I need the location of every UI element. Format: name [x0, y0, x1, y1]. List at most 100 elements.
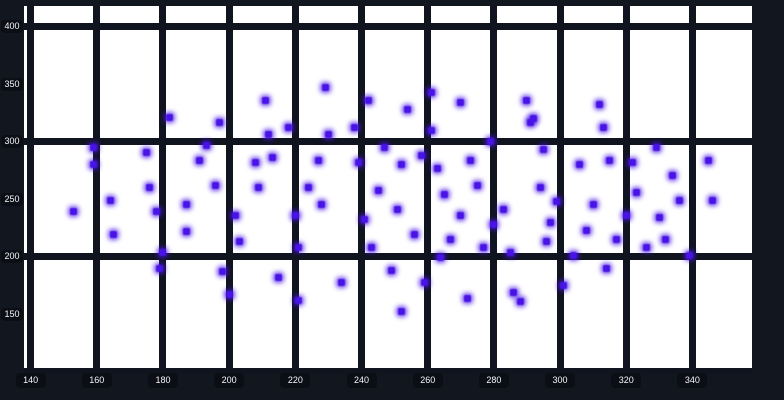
y-tick-label: 250: [1, 192, 23, 206]
scatter-point: [543, 238, 551, 246]
scatter-point: [553, 198, 561, 205]
scatter-point: [252, 158, 260, 166]
y-gridline: [24, 368, 752, 374]
scatter-point: [576, 161, 584, 169]
x-gridline: [622, 6, 630, 374]
y-tick-label: 350: [1, 77, 23, 91]
scatter-point: [546, 218, 554, 226]
scatter-point: [285, 124, 293, 132]
scatter-point: [364, 96, 372, 104]
scatter-point: [219, 268, 227, 276]
scatter-point: [669, 171, 677, 179]
scatter-point: [152, 208, 160, 216]
scatter-point: [596, 101, 604, 109]
scatter-point: [510, 288, 518, 296]
scatter-point: [622, 211, 630, 219]
scatter-point: [457, 211, 465, 219]
x-tick-label: 280: [478, 373, 509, 388]
scatter-point: [583, 226, 591, 234]
scatter-point: [490, 221, 498, 228]
scatter-point: [612, 235, 620, 243]
scatter-point: [569, 252, 577, 260]
scatter-point: [89, 161, 97, 169]
scatter-point: [473, 181, 481, 189]
scatter-point: [652, 143, 660, 151]
scatter-point: [530, 115, 538, 123]
scatter-point: [156, 264, 164, 272]
scatter-point: [655, 214, 663, 222]
scatter-point: [381, 143, 389, 151]
scatter-point: [89, 143, 97, 151]
x-tick-label: 340: [677, 373, 708, 388]
x-tick-label: 140: [15, 373, 46, 388]
scatter-point: [434, 164, 442, 172]
scatter-point: [315, 156, 322, 164]
scatter-point: [291, 211, 299, 219]
scatter-point: [70, 208, 78, 216]
x-gridline: [225, 6, 233, 374]
y-tick-label: 400: [1, 20, 23, 34]
scatter-point: [516, 298, 524, 306]
scatter-point: [397, 161, 405, 169]
scatter-point: [275, 273, 283, 281]
y-gridline: [24, 138, 752, 146]
scatter-point: [410, 231, 418, 239]
x-gridline: [424, 6, 432, 374]
scatter-point: [255, 184, 263, 192]
y-tick-label: 150: [1, 307, 23, 321]
scatter-point: [480, 244, 488, 251]
scatter-point: [467, 156, 475, 164]
scatter-point: [540, 146, 548, 154]
scatter-point: [662, 235, 670, 243]
scatter-point: [602, 264, 610, 272]
y-gridline: [24, 23, 752, 31]
scatter-point: [632, 188, 640, 196]
scatter-point: [526, 118, 534, 126]
scatter-point: [351, 124, 359, 132]
scatter-point: [394, 206, 402, 214]
y-tick-label: 200: [1, 250, 23, 264]
y-gridline: [24, 253, 752, 261]
scatter-point: [361, 216, 369, 224]
scatter-point: [447, 235, 455, 243]
scatter-point: [559, 281, 567, 289]
scatter-point: [506, 248, 514, 256]
scatter-point: [367, 244, 375, 251]
x-tick-label: 300: [545, 373, 576, 388]
scatter-point: [232, 211, 240, 219]
x-gridline: [490, 6, 498, 374]
scatter-point: [215, 118, 223, 126]
scatter-point: [109, 231, 117, 239]
scatter-point: [599, 124, 607, 132]
scatter-point: [705, 156, 713, 164]
scatter-point: [457, 99, 465, 107]
scatter-point: [427, 88, 435, 96]
scatter-point: [305, 184, 313, 192]
scatter-point: [437, 254, 445, 262]
scatter-point: [268, 154, 276, 162]
x-tick-label: 200: [214, 373, 245, 388]
scatter-point: [106, 196, 114, 204]
scatter-point: [606, 156, 614, 164]
scatter-point: [324, 131, 332, 139]
scatter-point: [420, 278, 428, 286]
x-tick-label: 260: [412, 373, 443, 388]
scatter-point: [225, 291, 233, 299]
scatter-point: [642, 244, 650, 251]
scatter-point: [589, 201, 597, 209]
x-gridline: [93, 6, 101, 374]
scatter-point: [387, 267, 395, 274]
x-gridline: [27, 6, 35, 374]
scatter-point: [182, 227, 190, 235]
x-tick-label: 180: [147, 373, 178, 388]
scatter-point: [195, 156, 203, 164]
x-gridline: [291, 6, 299, 374]
scatter-point: [500, 206, 508, 214]
scatter-point: [235, 238, 243, 246]
scatter-point: [159, 248, 167, 256]
x-tick-label: 160: [81, 373, 112, 388]
scatter-point: [262, 96, 270, 104]
x-gridline: [159, 6, 167, 374]
scatter-point: [440, 191, 448, 199]
scatter-point: [321, 84, 329, 92]
